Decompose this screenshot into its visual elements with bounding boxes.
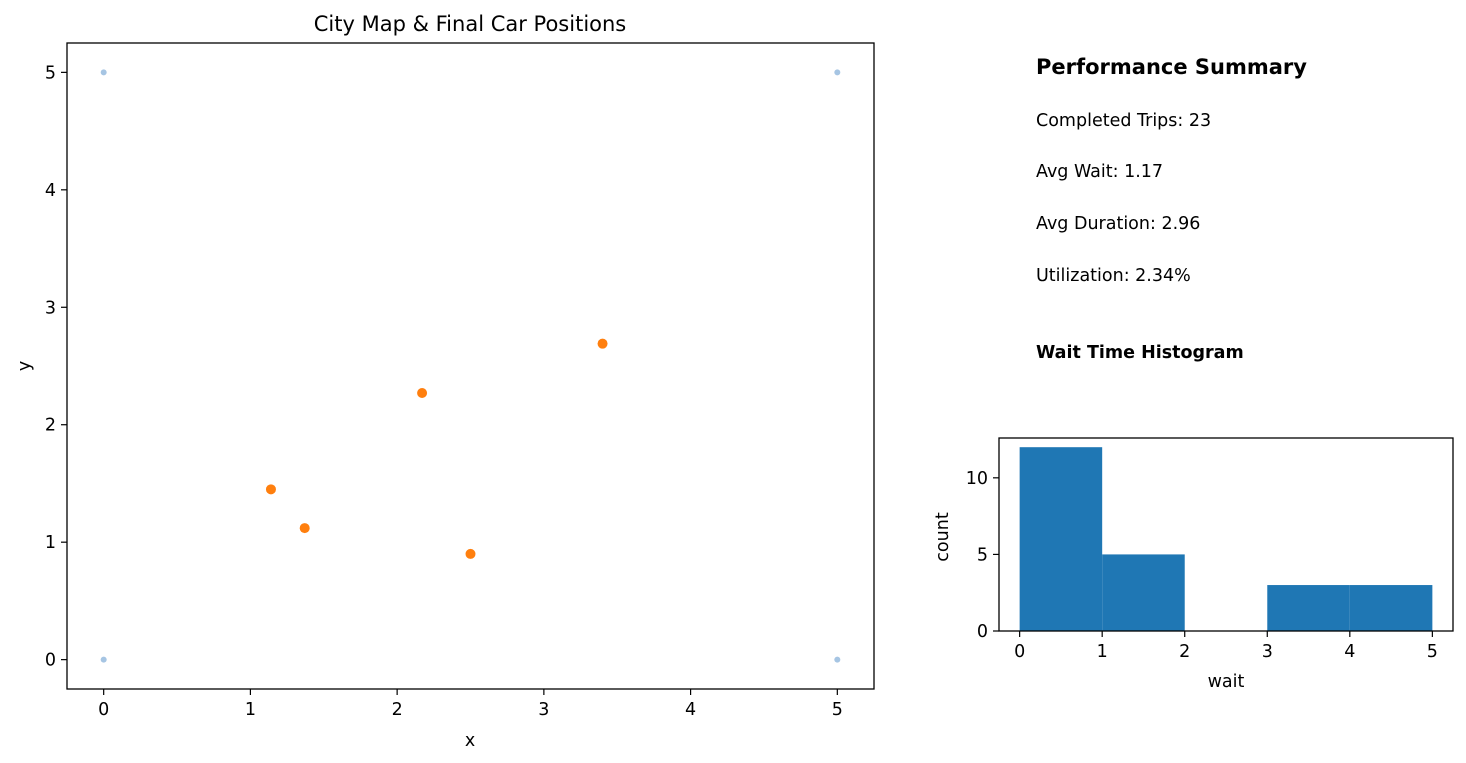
intersection-point-3 xyxy=(834,69,841,76)
histogram-bar-0 xyxy=(1019,447,1103,631)
car-point-0 xyxy=(265,484,276,495)
histogram-x-tick-label-2: 2 xyxy=(1179,642,1190,662)
scatter-title: City Map & Final Car Positions xyxy=(314,12,627,36)
scatter-y-tick-label-2: 2 xyxy=(45,416,56,436)
scatter-x-tick-label-0: 0 xyxy=(98,700,109,720)
scatter-x-tick-label-3: 3 xyxy=(538,700,549,720)
scatter-y-tick-label-4: 4 xyxy=(45,181,56,201)
scatter-y-label: y xyxy=(15,361,35,371)
scatter-panel: City Map & Final Car Positions 0 1 2 3 4 5 0 1… xyxy=(15,12,875,751)
summary-avg-wait: Avg Wait: 1.17 xyxy=(1036,162,1164,182)
histogram-panel: 0 1 2 3 4 5 0 5 10 wait count xyxy=(933,437,1454,692)
scatter-points xyxy=(100,69,841,663)
scatter-x-tick-label-2: 2 xyxy=(392,700,403,720)
scatter-plot-frame xyxy=(66,42,875,690)
scatter-y-axis: 0 1 2 3 4 5 xyxy=(45,63,67,671)
intersection-point-1 xyxy=(100,69,107,76)
scatter-x-tick-label-5: 5 xyxy=(832,700,843,720)
scatter-x-tick-label-4: 4 xyxy=(685,700,696,720)
car-point-4 xyxy=(597,338,608,349)
histogram-x-label: wait xyxy=(1208,672,1245,692)
histogram-x-tick-label-0: 0 xyxy=(1014,642,1025,662)
scatter-y-tick-label-0: 0 xyxy=(45,651,56,671)
histogram-x-tick-label-4: 4 xyxy=(1344,642,1355,662)
histogram-bar-1 xyxy=(1102,554,1185,631)
scatter-y-tick-label-1: 1 xyxy=(45,533,56,553)
car-point-3 xyxy=(465,548,476,559)
histogram-x-tick-label-1: 1 xyxy=(1097,642,1108,662)
intersection-point-2 xyxy=(834,656,841,663)
wait-time-histogram-heading: Wait Time Histogram xyxy=(1036,343,1244,363)
scatter-y-tick-label-5: 5 xyxy=(45,63,56,83)
scatter-y-tick-label-3: 3 xyxy=(45,298,56,318)
scatter-x-label: x xyxy=(465,731,475,751)
summary-avg-duration: Avg Duration: 2.96 xyxy=(1036,214,1201,234)
summary-utilization: Utilization: 2.34% xyxy=(1036,266,1191,286)
histogram-bar-4 xyxy=(1349,585,1433,631)
histogram-plot-frame xyxy=(998,437,1454,632)
histogram-bar-3 xyxy=(1267,585,1350,631)
car-point-2 xyxy=(417,388,428,399)
histogram-bars xyxy=(1019,447,1433,631)
scatter-x-axis: 0 1 2 3 4 5 xyxy=(98,689,843,720)
histogram-x-axis: 0 1 2 3 4 5 xyxy=(1014,631,1438,662)
histogram-x-tick-label-3: 3 xyxy=(1262,642,1273,662)
histogram-y-tick-label-0: 0 xyxy=(977,622,988,642)
histogram-x-tick-label-5: 5 xyxy=(1427,642,1438,662)
histogram-y-label: count xyxy=(933,512,953,562)
car-point-1 xyxy=(299,523,310,534)
histogram-y-axis: 0 5 10 xyxy=(966,469,999,642)
scatter-x-tick-label-1: 1 xyxy=(245,700,256,720)
intersection-point-0 xyxy=(100,656,107,663)
summary-completed-trips: Completed Trips: 23 xyxy=(1036,111,1212,131)
performance-summary-title: Performance Summary xyxy=(1036,55,1307,79)
histogram-y-tick-label-2: 10 xyxy=(966,469,988,489)
histogram-y-tick-label-1: 5 xyxy=(977,545,988,565)
